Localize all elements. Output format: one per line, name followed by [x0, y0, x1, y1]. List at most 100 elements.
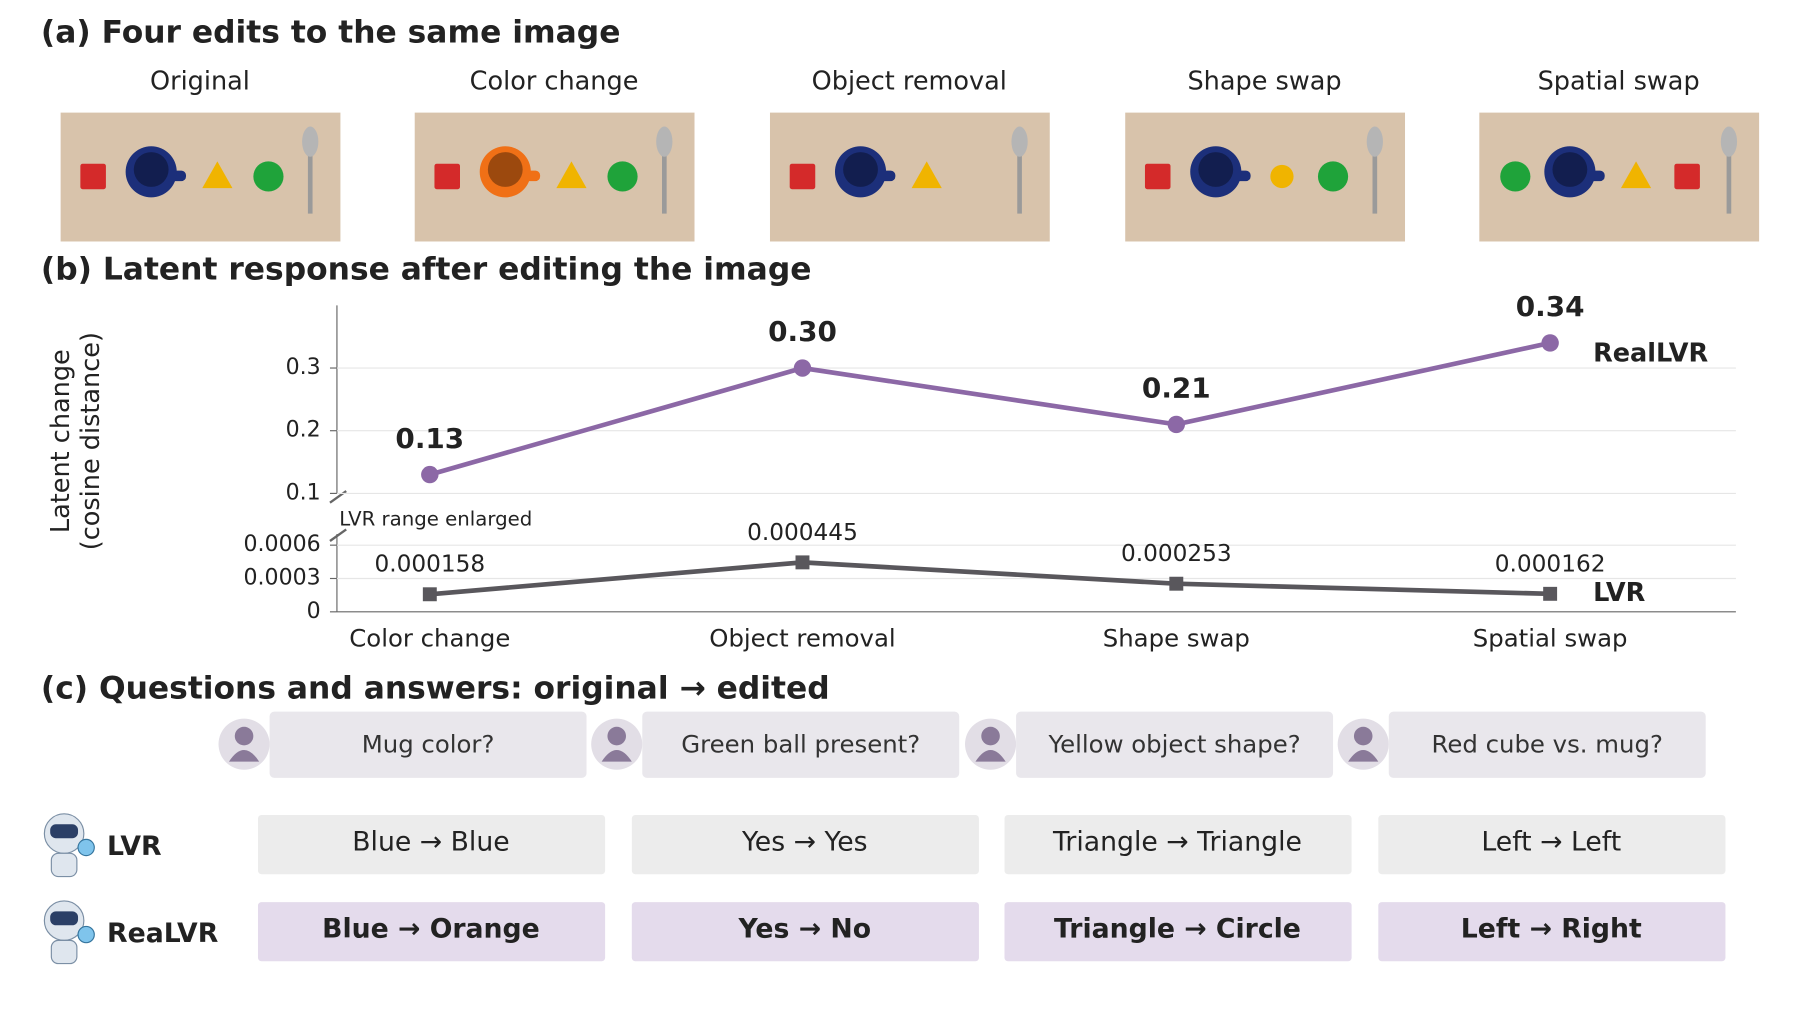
edited-image — [1479, 112, 1760, 242]
y-tick-label: 0.3 — [286, 355, 321, 380]
triangle — [1620, 161, 1652, 189]
robot-visor — [50, 824, 79, 839]
y-axis-label-line: (cosine distance) — [76, 332, 106, 550]
mug-inside — [487, 152, 523, 187]
question-text: Green ball present? — [681, 730, 921, 759]
spoon-handle — [307, 155, 313, 214]
image-caption: Original — [150, 66, 250, 96]
y-tick-label: 0.2 — [286, 418, 321, 443]
y2-tick-label: 0.0006 — [244, 532, 321, 557]
y-tick-label: 0.1 — [286, 480, 321, 505]
spoon-bowl — [302, 126, 319, 157]
triangle — [202, 161, 233, 189]
question: Mug color? — [362, 730, 495, 758]
spoon-bowl — [1720, 126, 1738, 157]
ball — [1317, 161, 1349, 192]
image-background — [60, 112, 341, 242]
question-box — [1016, 711, 1334, 778]
mug — [1190, 146, 1242, 198]
answer-box — [1004, 902, 1352, 962]
image-background — [1125, 112, 1406, 242]
value-label: 0.34 — [1516, 290, 1585, 323]
user-icon-head — [607, 726, 627, 746]
red-cube — [1144, 163, 1171, 190]
axis-break — [329, 490, 347, 504]
triangle — [911, 161, 942, 189]
answer-box — [257, 902, 606, 962]
value-label: 0.000445 — [747, 519, 858, 546]
edited-image — [1125, 112, 1406, 242]
answer-box — [631, 814, 979, 875]
user-icon-head — [234, 726, 254, 746]
answer: Triangle → Triangle — [1052, 826, 1302, 857]
series-line — [429, 340, 1551, 477]
answer: Yes → No — [738, 913, 871, 944]
robot-body — [50, 852, 78, 878]
series-name: LVR — [1593, 578, 1646, 608]
answer: Yes → Yes — [741, 826, 868, 857]
mug — [125, 146, 177, 198]
value-label: 0.13 — [395, 422, 464, 455]
red-cube — [434, 163, 460, 190]
question-box — [642, 711, 960, 778]
x-tick-label: Object removal — [709, 624, 895, 653]
red-cube — [80, 163, 106, 190]
value-label: 0.000158 — [374, 551, 485, 578]
user-icon-head — [1353, 726, 1373, 746]
answer: Blue → Orange — [322, 913, 540, 944]
robot-icon — [43, 813, 95, 878]
robot-body — [50, 939, 78, 965]
spoon-bowl — [1366, 126, 1383, 157]
mug-inside — [1198, 152, 1234, 187]
x-tick-label: Spatial swap — [1473, 624, 1628, 653]
spoon-handle — [662, 155, 667, 214]
marker — [795, 555, 810, 570]
red-cube — [1674, 163, 1700, 190]
ball — [253, 161, 284, 192]
answer-box — [1378, 814, 1726, 875]
series-name: RealLVR — [1593, 339, 1708, 369]
question-box — [1388, 711, 1706, 778]
marker — [1541, 334, 1559, 352]
mug — [1544, 146, 1596, 198]
value-label: 0.000162 — [1495, 550, 1606, 577]
ball — [1270, 164, 1294, 189]
marker — [422, 587, 437, 602]
robot-lens — [77, 838, 95, 857]
annotation: LVR range enlarged — [339, 508, 532, 531]
user-icon-head — [981, 726, 1000, 746]
y-axis-label: Latent change(cosine distance) — [46, 332, 106, 550]
marker — [1169, 576, 1184, 591]
y-axis-label-line: Latent change — [46, 349, 76, 533]
edited-image — [414, 112, 695, 242]
image-caption: Color change — [470, 66, 639, 96]
panel-b-title: (b) Latent response after editing the im… — [41, 252, 812, 288]
x-tick-label: Shape swap — [1103, 624, 1250, 653]
spoon-handle — [1017, 155, 1022, 214]
user-icon-body — [228, 749, 260, 762]
x-tick-label: Color change — [349, 624, 510, 653]
image-caption: Object removal — [812, 66, 1007, 96]
question: Red cube vs. mug? — [1432, 730, 1663, 758]
panel-a-title: (a) Four edits to the same image — [41, 15, 621, 51]
spoon-handle — [1726, 155, 1732, 214]
question: Yellow object shape? — [1048, 730, 1300, 758]
answer-box — [257, 814, 606, 875]
panel-c-title: (c) Questions and answers: original → ed… — [41, 671, 830, 707]
marker — [793, 359, 812, 377]
model-name: ReaLVR — [107, 918, 219, 949]
mug-inside — [843, 152, 878, 187]
question: Green ball present? — [681, 730, 921, 759]
answer: Left → Right — [1461, 913, 1642, 944]
marker — [1167, 415, 1186, 434]
edited-image — [769, 112, 1050, 242]
spoon-bowl — [656, 126, 673, 157]
answer-box — [631, 902, 979, 962]
triangle — [556, 161, 587, 189]
answer-box — [1378, 902, 1726, 962]
red-cube — [789, 163, 816, 190]
spoon-handle — [1372, 155, 1378, 214]
robot-visor — [50, 911, 79, 926]
mug — [479, 146, 531, 198]
ball — [1500, 161, 1531, 192]
